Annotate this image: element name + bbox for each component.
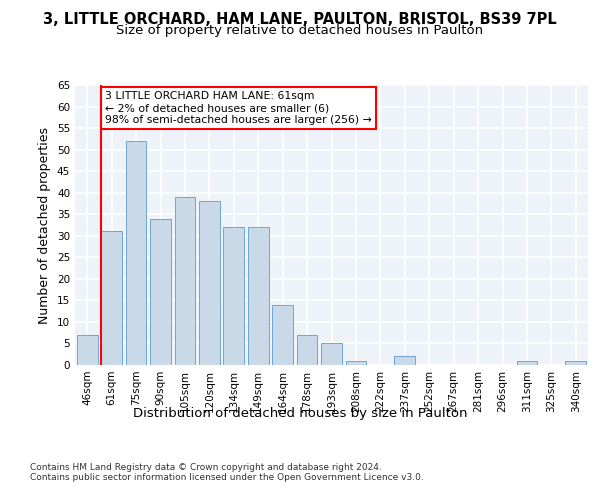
Bar [175, 197, 196, 365]
Bar [296, 335, 317, 365]
Text: 3, LITTLE ORCHARD, HAM LANE, PAULTON, BRISTOL, BS39 7PL: 3, LITTLE ORCHARD, HAM LANE, PAULTON, BR… [43, 12, 557, 28]
Bar [101, 232, 122, 365]
Text: Contains public sector information licensed under the Open Government Licence v3: Contains public sector information licen… [30, 472, 424, 482]
Bar [394, 356, 415, 365]
Bar [199, 202, 220, 365]
Bar [272, 304, 293, 365]
Y-axis label: Number of detached properties: Number of detached properties [38, 126, 52, 324]
Bar [517, 360, 538, 365]
Bar [223, 227, 244, 365]
Text: 3 LITTLE ORCHARD HAM LANE: 61sqm
← 2% of detached houses are smaller (6)
98% of : 3 LITTLE ORCHARD HAM LANE: 61sqm ← 2% of… [105, 92, 371, 124]
Bar [125, 141, 146, 365]
Bar [321, 344, 342, 365]
Bar [248, 227, 269, 365]
Text: Size of property relative to detached houses in Paulton: Size of property relative to detached ho… [116, 24, 484, 37]
Bar [346, 360, 367, 365]
Bar [77, 335, 98, 365]
Text: Distribution of detached houses by size in Paulton: Distribution of detached houses by size … [133, 408, 467, 420]
Text: Contains HM Land Registry data © Crown copyright and database right 2024.: Contains HM Land Registry data © Crown c… [30, 462, 382, 471]
Bar [565, 360, 586, 365]
Bar [150, 218, 171, 365]
